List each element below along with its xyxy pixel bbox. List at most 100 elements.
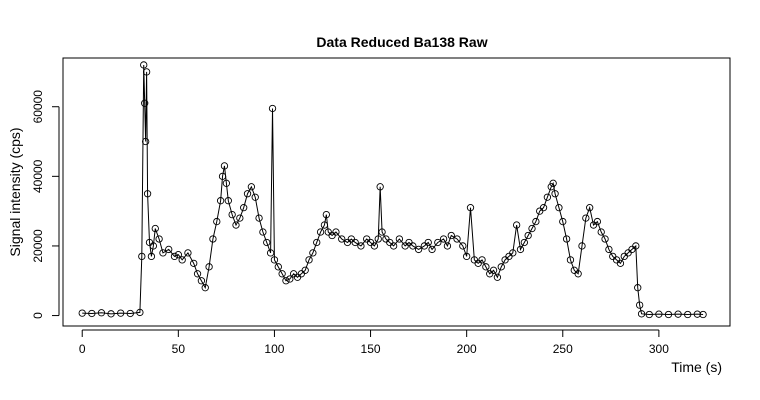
data-layer (78, 61, 707, 319)
data-point (428, 245, 436, 254)
data-point (274, 263, 282, 271)
data-point (142, 68, 151, 76)
x-tick-label: 50 (172, 342, 186, 356)
data-point (270, 256, 279, 264)
data-point (332, 228, 340, 236)
data-point (482, 263, 490, 271)
x-axis: 0 50 100 150 200 250 300 (79, 329, 669, 356)
data-point (443, 242, 452, 250)
data-point (597, 228, 605, 236)
data-point (232, 221, 240, 229)
data-point (453, 235, 461, 243)
data-point (220, 162, 229, 170)
data-point (693, 310, 701, 318)
data-point (493, 273, 502, 281)
data-point (236, 214, 244, 222)
data-point (424, 238, 432, 247)
data-point (151, 224, 159, 233)
data-point (636, 301, 644, 309)
data-point (149, 242, 157, 250)
data-point (520, 238, 528, 247)
data-point (216, 197, 225, 205)
data-point (664, 310, 673, 319)
data-point (78, 309, 86, 317)
data-point (240, 204, 248, 212)
data-point (655, 310, 663, 318)
data-point (684, 310, 692, 319)
data-point (562, 235, 571, 243)
data-point (497, 263, 505, 271)
y-tick-label: 60000 (31, 90, 45, 124)
data-point (555, 204, 563, 212)
data-point (126, 309, 134, 318)
data-point (88, 309, 96, 318)
data-point (255, 214, 263, 222)
data-point (141, 137, 150, 146)
data-point (434, 238, 442, 247)
data-point (516, 245, 525, 254)
data-point (645, 310, 653, 319)
y-tick-label: 40000 (31, 159, 45, 193)
data-point (117, 309, 125, 317)
data-point (159, 249, 167, 257)
data-point (489, 266, 498, 274)
data-point (193, 270, 202, 278)
data-point (165, 245, 173, 254)
data-point (478, 256, 486, 264)
data-point (634, 284, 642, 292)
data-point (174, 250, 182, 259)
series-line (82, 64, 704, 316)
x-axis-label: Time (s) (671, 359, 722, 375)
data-point (138, 252, 146, 261)
data-point (316, 228, 325, 236)
data-point (313, 238, 321, 247)
data-point (205, 263, 213, 271)
data-point (259, 228, 267, 236)
x-tick-label: 150 (361, 342, 381, 356)
data-point (566, 256, 575, 264)
data-point (674, 310, 682, 318)
data-point (178, 256, 186, 264)
data-point (528, 224, 536, 233)
data-point (190, 259, 198, 267)
data-point (389, 242, 398, 250)
data-point (201, 284, 209, 292)
data-point (509, 249, 517, 257)
data-point (601, 235, 609, 243)
data-point (107, 310, 115, 318)
data-point (286, 275, 294, 283)
data-point (370, 242, 379, 250)
data-point (247, 183, 256, 191)
data-point (378, 228, 386, 236)
data-point (414, 245, 423, 254)
data-point (532, 217, 540, 226)
data-point (309, 249, 317, 257)
data-point (243, 190, 252, 198)
data-point (266, 249, 275, 257)
data-point (582, 214, 590, 222)
data-point (322, 210, 330, 219)
data-point (351, 238, 359, 247)
data-point (447, 231, 455, 240)
data-point (222, 179, 231, 187)
data-point (512, 221, 521, 229)
data-point (586, 204, 594, 212)
data-point (616, 259, 625, 267)
data-point (459, 242, 467, 250)
y-tick-label: 20000 (31, 229, 45, 263)
data-point (140, 61, 148, 69)
data-point (170, 252, 179, 261)
data-point (551, 190, 559, 198)
data-point (357, 242, 365, 250)
data-point (143, 190, 152, 198)
y-axis-label: Signal intensity (cps) (7, 127, 23, 256)
data-point (338, 235, 346, 243)
data-point (547, 183, 555, 191)
data-point (699, 310, 707, 319)
data-point (224, 197, 232, 205)
data-point (574, 270, 582, 278)
data-point (466, 204, 475, 212)
data-point (539, 204, 548, 212)
data-point (218, 172, 227, 180)
